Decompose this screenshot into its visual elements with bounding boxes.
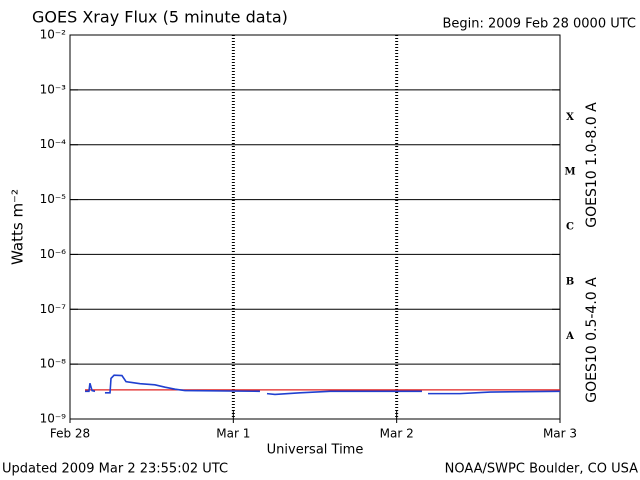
flare-class-label: X: [566, 112, 574, 123]
flare-class-label: C: [566, 222, 574, 233]
y-tick-label: 10⁻⁵: [40, 192, 67, 206]
y-tick-label: 10⁻³: [40, 82, 67, 96]
flare-class-label: M: [564, 167, 575, 178]
x-axis-label: Universal Time: [267, 443, 364, 458]
legend-entry: GOES10 0.5-4.0 A: [584, 277, 600, 403]
y-tick-label: 10⁻⁶: [40, 247, 67, 261]
y-tick-label: 10⁻²: [40, 28, 67, 42]
x-tick-label: Mar 3: [543, 427, 577, 441]
legend-entry: GOES10 1.0-8.0 A: [584, 102, 600, 228]
footer-left: Updated 2009 Mar 2 23:55:02 UTC: [2, 462, 228, 477]
flare-class-label: A: [565, 331, 574, 342]
series-line: [85, 374, 561, 396]
x-tick-label: Mar 1: [216, 427, 250, 441]
x-tick-label: Mar 2: [380, 427, 414, 441]
y-axis-label: Watts m⁻²: [9, 189, 27, 265]
x-tick-label: Feb 28: [50, 427, 90, 441]
flare-class-label: B: [566, 276, 574, 287]
y-tick-label: 10⁻⁷: [40, 302, 67, 316]
y-tick-label: 10⁻⁸: [40, 357, 67, 371]
y-tick-label: 10⁻⁴: [40, 137, 67, 151]
footer-right: NOAA/SWPC Boulder, CO USA: [445, 462, 638, 477]
y-tick-label: 10⁻⁹: [40, 412, 67, 426]
subtitle: Begin: 2009 Feb 28 0000 UTC: [442, 17, 636, 32]
chart-title: GOES Xray Flux (5 minute data): [32, 8, 288, 27]
